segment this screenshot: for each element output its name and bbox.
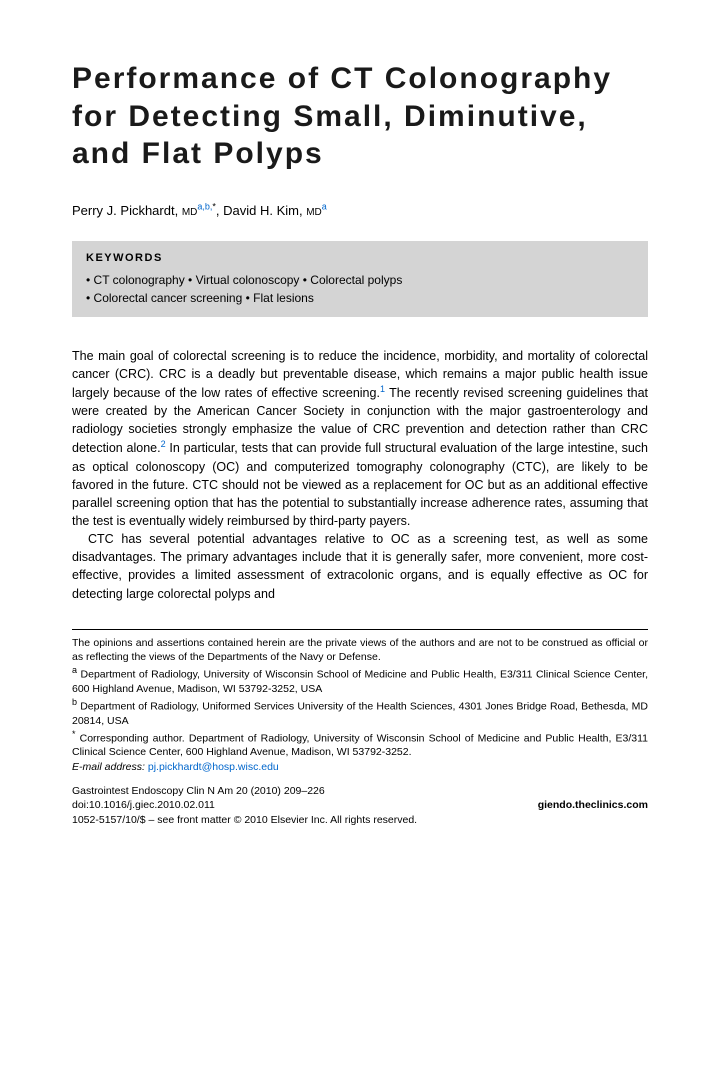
keywords-line-1: • CT colonography • Virtual colonoscopy … (86, 271, 634, 289)
doi: doi:10.1016/j.giec.2010.02.011 (72, 798, 215, 813)
keywords-line-2: • Colorectal cancer screening • Flat les… (86, 289, 634, 307)
keywords-box: KEYWORDS • CT colonography • Virtual col… (72, 241, 648, 317)
keywords-items: • CT colonography • Virtual colonoscopy … (86, 271, 634, 307)
journal-meta: Gastrointest Endoscopy Clin N Am 20 (201… (72, 784, 648, 828)
paragraph-1: The main goal of colorectal screening is… (72, 347, 648, 531)
authors-line: Perry J. Pickhardt, MDa,b,*, David H. Ki… (72, 201, 648, 221)
email-line: E-mail address: pj.pickhardt@hosp.wisc.e… (72, 760, 648, 774)
keywords-label: KEYWORDS (86, 251, 634, 267)
article-title: Performance of CT Colonography for Detec… (72, 60, 648, 173)
corresponding-author: * Corresponding author. Department of Ra… (72, 728, 648, 760)
authors-text: Perry J. Pickhardt, MDa,b,*, David H. Ki… (72, 203, 327, 218)
email-link[interactable]: pj.pickhardt@hosp.wisc.edu (148, 761, 279, 773)
body-text: The main goal of colorectal screening is… (72, 347, 648, 603)
paragraph-2: CTC has several potential advantages rel… (72, 530, 648, 603)
disclaimer: The opinions and assertions contained he… (72, 636, 648, 664)
journal-site[interactable]: giendo.theclinics.com (538, 798, 648, 813)
journal-citation: Gastrointest Endoscopy Clin N Am 20 (201… (72, 784, 325, 799)
affiliation-a: a Department of Radiology, University of… (72, 664, 648, 696)
footnotes: The opinions and assertions contained he… (72, 629, 648, 828)
copyright: 1052-5157/10/$ – see front matter © 2010… (72, 813, 648, 828)
affiliation-b: b Department of Radiology, Uniformed Ser… (72, 696, 648, 728)
